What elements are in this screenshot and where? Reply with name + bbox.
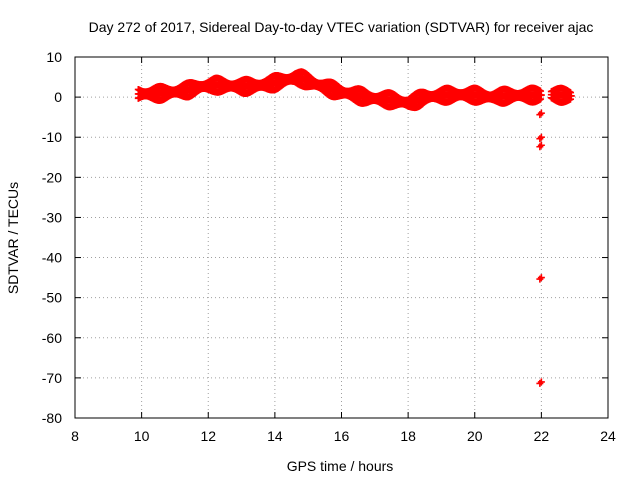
x-tick-label: 12 — [200, 428, 216, 444]
data-point — [536, 111, 544, 119]
data-point — [567, 89, 575, 97]
y-tick-label: 0 — [54, 89, 62, 105]
data-point — [536, 143, 544, 151]
x-tick-label: 14 — [267, 428, 283, 444]
data-point — [536, 379, 544, 387]
chart-title: Day 272 of 2017, Sidereal Day-to-day VTE… — [89, 19, 594, 35]
y-tick-label: -10 — [42, 129, 62, 145]
data-point — [537, 91, 545, 99]
data-point — [537, 87, 545, 95]
data-point — [536, 275, 544, 283]
y-tick-label: -50 — [42, 290, 62, 306]
x-tick-label: 8 — [71, 428, 79, 444]
x-axis-label: GPS time / hours — [287, 458, 394, 474]
y-tick-label: -80 — [42, 410, 62, 426]
x-tick-label: 18 — [400, 428, 416, 444]
y-tick-label: 10 — [46, 49, 62, 65]
data-point — [537, 274, 545, 282]
data-points — [134, 68, 575, 387]
data-point — [537, 109, 545, 117]
x-tick-label: 24 — [600, 428, 616, 444]
x-tick-label: 22 — [534, 428, 550, 444]
data-point — [537, 378, 545, 386]
plot-frame — [74, 56, 609, 419]
y-tick-label: -60 — [42, 330, 62, 346]
grid-lines — [75, 57, 608, 418]
y-tick-label: -70 — [42, 370, 62, 386]
data-point — [567, 92, 575, 100]
x-tick-label: 10 — [134, 428, 150, 444]
data-point — [537, 141, 545, 149]
x-tick-label: 16 — [334, 428, 350, 444]
x-tick-label: 20 — [467, 428, 483, 444]
y-axis-label: SDTVAR / TECUs — [5, 182, 21, 294]
data-point — [537, 133, 545, 141]
y-tick-label: -30 — [42, 209, 62, 225]
y-tick-label: -40 — [42, 250, 62, 266]
data-point — [536, 135, 544, 143]
x-axis-ticks: 8 10 12 14 16 18 20 22 24 — [71, 57, 616, 444]
y-tick-label: -20 — [42, 169, 62, 185]
y-axis-ticks: 10 0 -10 -20 -30 -40 -50 -60 -70 -80 — [42, 49, 608, 426]
